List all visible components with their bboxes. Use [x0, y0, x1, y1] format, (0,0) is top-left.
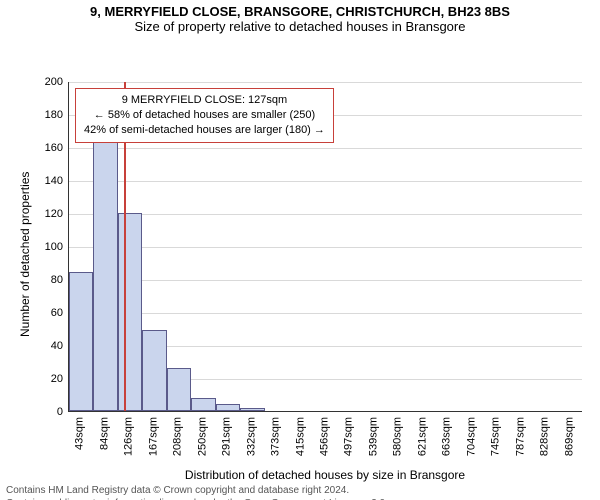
- x-tick-label: 621sqm: [416, 417, 428, 456]
- x-tick-label: 869sqm: [563, 417, 575, 456]
- gridline: [69, 280, 582, 281]
- annotation-line: 42% of semi-detached houses are larger (…: [84, 123, 325, 138]
- x-tick-label: 704sqm: [465, 417, 477, 456]
- x-tick-label: 663sqm: [441, 417, 453, 456]
- y-tick-label: 40: [51, 340, 69, 352]
- y-tick-label: 20: [51, 373, 69, 385]
- histogram-bar: [118, 213, 142, 411]
- x-tick-label: 456sqm: [319, 417, 331, 456]
- gridline: [69, 214, 582, 215]
- annotation-box: 9 MERRYFIELD CLOSE: 127sqm← 58% of detac…: [75, 88, 334, 143]
- histogram-bar: [191, 398, 215, 411]
- x-tick-label: 332sqm: [245, 417, 257, 456]
- y-tick-label: 100: [45, 241, 69, 253]
- y-tick-label: 160: [45, 142, 69, 154]
- x-tick-label: 539sqm: [367, 417, 379, 456]
- x-tick-label: 291sqm: [221, 417, 233, 456]
- y-tick-label: 180: [45, 109, 69, 121]
- y-axis-label: Number of detached properties: [18, 172, 32, 337]
- gridline: [69, 148, 582, 149]
- chart-area: Number of detached properties02040608010…: [0, 36, 600, 482]
- x-axis-label: Distribution of detached houses by size …: [68, 468, 582, 482]
- histogram-bar: [240, 408, 264, 411]
- x-tick-label: 373sqm: [270, 417, 282, 456]
- annotation-line: 9 MERRYFIELD CLOSE: 127sqm: [84, 93, 325, 108]
- x-tick-label: 828sqm: [539, 417, 551, 456]
- gridline: [69, 313, 582, 314]
- x-tick-label: 84sqm: [98, 417, 110, 450]
- plot-area: 02040608010012014016018020043sqm84sqm126…: [68, 82, 582, 412]
- y-tick-label: 200: [45, 76, 69, 88]
- page-subtitle: Size of property relative to detached ho…: [0, 19, 600, 36]
- gridline: [69, 82, 582, 83]
- y-tick-label: 80: [51, 274, 69, 286]
- histogram-bar: [69, 272, 93, 411]
- histogram-bar: [142, 330, 166, 411]
- x-tick-label: 167sqm: [147, 417, 159, 456]
- x-tick-label: 745sqm: [490, 417, 502, 456]
- histogram-bar: [216, 404, 240, 411]
- x-tick-label: 250sqm: [196, 417, 208, 456]
- x-tick-label: 580sqm: [392, 417, 404, 456]
- page-title: 9, MERRYFIELD CLOSE, BRANSGORE, CHRISTCH…: [0, 0, 600, 19]
- x-tick-label: 415sqm: [294, 417, 306, 456]
- annotation-line: ← 58% of detached houses are smaller (25…: [84, 108, 325, 123]
- gridline: [69, 247, 582, 248]
- histogram-bar: [167, 368, 191, 411]
- footer-line: Contains HM Land Registry data © Crown c…: [6, 484, 594, 497]
- y-tick-label: 140: [45, 175, 69, 187]
- x-tick-label: 787sqm: [514, 417, 526, 456]
- histogram-bar: [93, 134, 117, 411]
- y-tick-label: 60: [51, 307, 69, 319]
- y-tick-label: 120: [45, 208, 69, 220]
- footer: Contains HM Land Registry data © Crown c…: [0, 484, 600, 500]
- x-tick-label: 208sqm: [172, 417, 184, 456]
- x-tick-label: 126sqm: [123, 417, 135, 456]
- gridline: [69, 181, 582, 182]
- y-tick-label: 0: [57, 406, 69, 418]
- x-tick-label: 43sqm: [74, 417, 86, 450]
- x-tick-label: 497sqm: [343, 417, 355, 456]
